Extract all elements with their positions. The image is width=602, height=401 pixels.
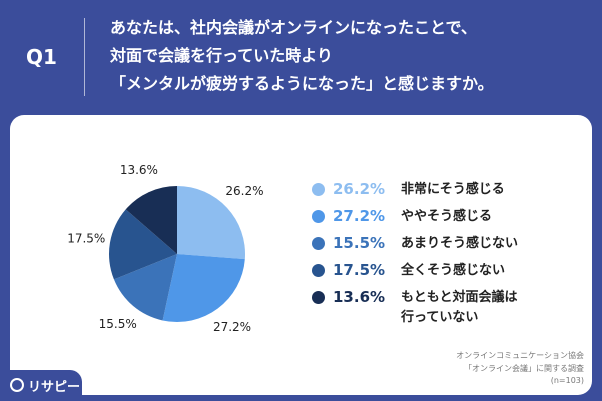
slice-label: 17.5%	[67, 231, 105, 245]
legend-swatch	[312, 210, 325, 223]
legend-item: 15.5% あまりそう感じない	[312, 234, 518, 254]
pie-slice	[113, 254, 177, 321]
legend-swatch	[312, 237, 325, 250]
logo-icon	[10, 378, 24, 392]
legend-value: 27.2%	[333, 207, 386, 225]
slice-label: 13.6%	[120, 163, 158, 177]
logo: リサピー	[28, 380, 81, 395]
legend-swatch	[312, 183, 325, 196]
title-line: 対面で会議を行っていた時より	[110, 46, 333, 65]
legend-item: 27.2% ややそう感じる	[312, 207, 518, 227]
pie-slice	[162, 254, 245, 323]
divider	[84, 18, 85, 96]
legend-label: ややそう感じる	[401, 209, 493, 224]
legend-value: 26.2%	[333, 180, 386, 198]
legend-label: 全くそう感じない	[401, 263, 506, 278]
legend-item: 17.5% 全くそう感じない	[312, 261, 518, 281]
legend-swatch	[312, 291, 325, 304]
legend-value: 15.5%	[333, 234, 386, 252]
title-line: 「メンタルが疲労するようになった」と感じますか。	[110, 74, 494, 93]
legend-label: もともと対面会議は行っていない	[401, 290, 518, 325]
legend-swatch	[312, 264, 325, 277]
slice-label: 15.5%	[99, 317, 137, 331]
pie-slice	[125, 186, 177, 254]
legend-item: 26.2% 非常にそう感じる	[312, 180, 518, 200]
legend-label: あまりそう感じない	[401, 236, 519, 251]
title-line: あなたは、社内会議がオンラインになったことで、	[110, 18, 477, 37]
legend-label: 非常にそう感じる	[401, 182, 505, 197]
legend-value: 13.6%	[333, 288, 386, 306]
source: (n=103)	[550, 376, 584, 385]
slice-label: 26.2%	[225, 184, 263, 198]
legend-item: 13.6% もともと対面会議は行っていない	[312, 288, 518, 328]
panel	[10, 115, 592, 395]
legend-value: 17.5%	[333, 261, 386, 279]
pie-slice	[108, 209, 177, 280]
slice-label: 27.2%	[213, 320, 251, 334]
source: 「オンライン会議」に関する調査	[464, 364, 584, 373]
pie-slice	[177, 186, 245, 260]
source: オンラインコミュニケーション協会	[456, 351, 584, 360]
question-label: Q1	[26, 45, 57, 69]
